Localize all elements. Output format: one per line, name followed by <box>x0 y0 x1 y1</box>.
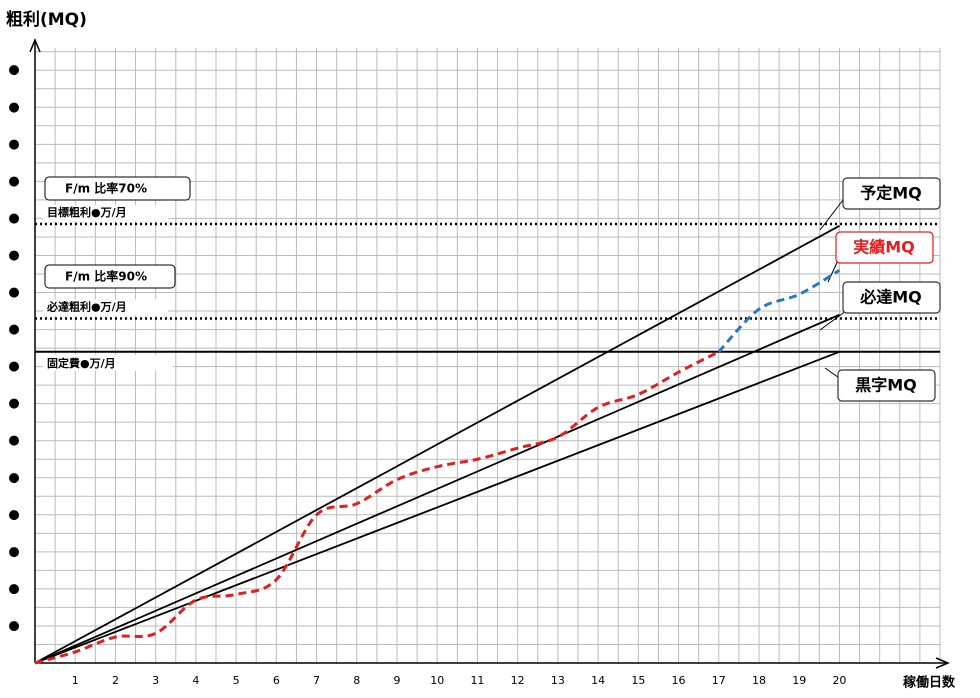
y-axis-arrow <box>29 38 41 53</box>
label-bg <box>43 204 168 221</box>
y-tick-label: ● <box>8 544 19 559</box>
series-line <box>34 350 840 664</box>
x-tick-label: 17 <box>712 674 726 687</box>
x-tick-label: 9 <box>394 674 401 687</box>
reference-label: 目標粗利●万/月 <box>47 205 127 219</box>
y-tick-label: ● <box>8 63 19 78</box>
x-tick-label: 6 <box>273 674 280 687</box>
x-tick-label: 3 <box>152 674 159 687</box>
callout-box <box>842 281 941 314</box>
x-axis-label: 稼働日数 <box>903 675 956 691</box>
label-bg <box>43 354 173 371</box>
series-line <box>717 269 841 353</box>
x-axis-arrow <box>935 657 950 669</box>
ratio-box <box>44 176 191 201</box>
reference-label: 固定費●万/月 <box>47 356 116 370</box>
ratio-box <box>44 264 176 289</box>
x-tick-label: 14 <box>591 674 605 687</box>
legend-label: 予定MQ <box>860 184 922 203</box>
x-tick-label: 7 <box>313 674 320 687</box>
legend-label: 必達MQ <box>859 288 922 307</box>
x-tick-label: 13 <box>551 674 565 687</box>
x-tick-label: 20 <box>832 674 846 687</box>
ratio-label: F/m 比率90% <box>65 269 147 284</box>
y-axis-label: 粗利(MQ) <box>6 9 87 30</box>
x-tick-label: 18 <box>752 674 766 687</box>
y-tick-label: ● <box>8 100 19 115</box>
ratio-label: F/m 比率70% <box>65 181 147 196</box>
callout-box <box>835 231 934 264</box>
y-tick-label: ● <box>8 359 19 374</box>
grid <box>35 48 941 663</box>
y-tick-label: ● <box>8 507 19 522</box>
x-tick-label: 11 <box>470 674 484 687</box>
y-tick-label: ● <box>8 618 19 633</box>
y-tick-label: ● <box>8 248 19 263</box>
x-tick-label: 5 <box>233 674 240 687</box>
series-line <box>34 350 720 665</box>
x-tick-label: 4 <box>192 674 199 687</box>
y-tick-label: ● <box>8 211 19 226</box>
y-tick-label: ● <box>8 470 19 485</box>
x-tick-label: 19 <box>792 674 806 687</box>
y-tick-label: ● <box>8 581 19 596</box>
x-tick-label: 15 <box>631 674 645 687</box>
callout-leader <box>819 199 844 231</box>
y-tick-label: ● <box>8 285 19 300</box>
callout-box <box>842 177 941 210</box>
series-line <box>34 225 840 664</box>
y-tick-label: ● <box>8 174 19 189</box>
y-tick-label: ● <box>8 433 19 448</box>
callout-box <box>837 369 936 402</box>
reference-label: 必達粗利●万/月 <box>46 299 127 313</box>
y-tick-label: ● <box>8 137 19 152</box>
x-tick-label: 12 <box>511 674 525 687</box>
x-tick-label: 10 <box>430 674 444 687</box>
label-bg <box>43 299 168 316</box>
y-tick-label: ● <box>8 322 19 337</box>
legend-label: 黒字MQ <box>855 376 917 395</box>
legend-label: 実績MQ <box>853 238 915 257</box>
x-tick-label: 2 <box>112 674 119 687</box>
y-tick-label: ● <box>8 396 19 411</box>
x-tick-label: 8 <box>353 674 360 687</box>
x-tick-label: 16 <box>672 674 686 687</box>
series-line <box>34 313 840 664</box>
x-tick-label: 1 <box>72 674 79 687</box>
